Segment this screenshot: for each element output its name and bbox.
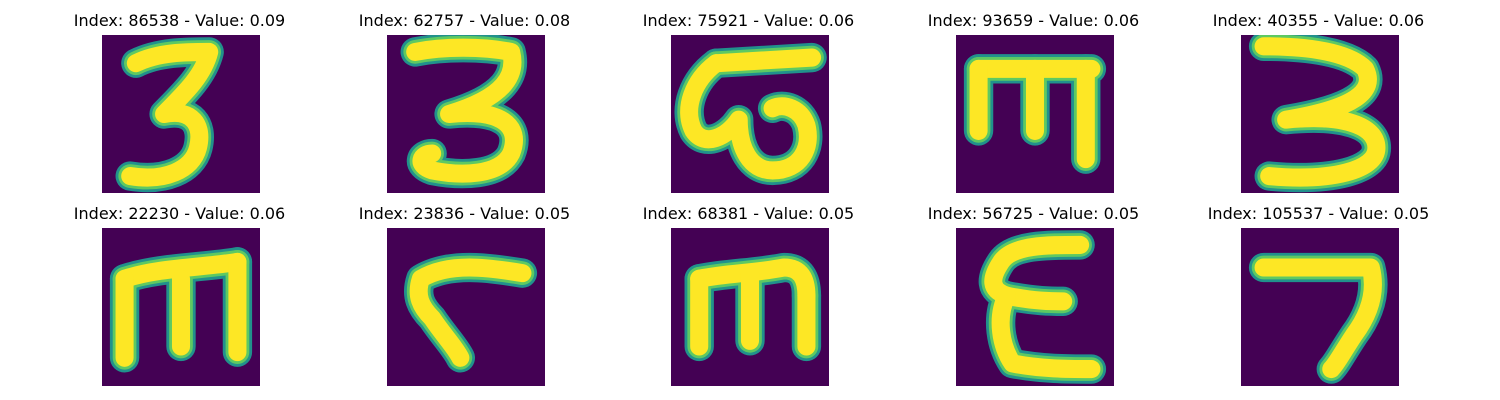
epsilon-glyph [956,228,1114,386]
panel-1: Index: 86538 - Value: 0.09 [37,11,322,201]
panel-3: Index: 75921 - Value: 0.06 [606,11,891,201]
digit-3-glyph [102,35,260,193]
digit-7-glyph [1241,228,1399,386]
glyph-stroke [115,252,247,288]
glyph-stroke [406,38,523,183]
panel-5: Index: 40355 - Value: 0.06 [1176,11,1461,201]
glyph-stroke [707,48,822,73]
digit-image [956,228,1114,386]
digit-image [956,35,1114,193]
panel-10: Index: 105537 - Value: 0.05 [1176,204,1461,394]
panel-2: Index: 62757 - Value: 0.08 [322,11,607,201]
panel-title: Index: 75921 - Value: 0.06 [642,11,855,30]
digit-image [387,35,545,193]
panel-title: Index: 93659 - Value: 0.06 [927,11,1140,30]
panel-title: Index: 86538 - Value: 0.09 [73,11,286,30]
digit-image [671,228,829,386]
glyph-stroke [1254,258,1382,379]
digit-image [387,228,545,386]
panel-title: Index: 22230 - Value: 0.06 [73,204,286,223]
panel-title: Index: 68381 - Value: 0.05 [642,204,855,223]
panel-6: Index: 22230 - Value: 0.06 [37,204,322,394]
digit-image [102,228,260,386]
m-glyph [671,228,829,386]
panel-7: Index: 23836 - Value: 0.05 [322,204,607,394]
glyph-stroke [121,42,219,187]
digit-3-glyph [387,35,545,193]
glyph-stroke [991,286,1101,379]
digit-image [102,35,260,193]
panel-title: Index: 23836 - Value: 0.05 [358,204,571,223]
panel-4: Index: 93659 - Value: 0.06 [891,11,1176,201]
glyph-stroke [690,258,816,305]
panel-title: Index: 56725 - Value: 0.05 [927,204,1140,223]
glyph-stroke [1254,37,1386,187]
hook-glyph [387,228,545,386]
digit-image [1241,228,1399,386]
digit-image [671,35,829,193]
digit-image [1241,35,1399,193]
m-glyph [102,228,260,386]
panel-8: Index: 68381 - Value: 0.05 [606,204,891,394]
digit-3-glyph [1241,35,1399,193]
omega-glyph [671,35,829,193]
glyph-stroke [984,235,1090,311]
panel-title: Index: 62757 - Value: 0.08 [358,11,571,30]
panel-title: Index: 105537 - Value: 0.05 [1207,204,1430,223]
panel-title: Index: 40355 - Value: 0.06 [1212,11,1425,30]
panel-9: Index: 56725 - Value: 0.05 [891,204,1176,394]
glyph-stroke [409,258,532,367]
glyph-stroke [680,54,817,180]
m-glyph [956,35,1114,193]
